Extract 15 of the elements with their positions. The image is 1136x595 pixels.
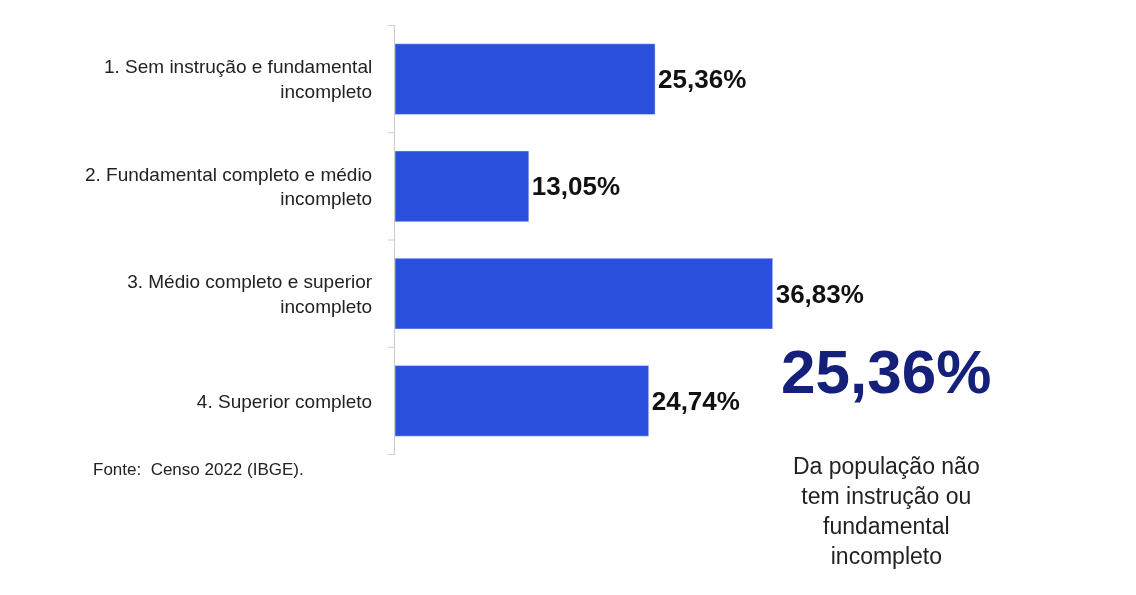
- bar: [395, 43, 656, 115]
- bar: [395, 257, 773, 330]
- data-label: 36,83%: [775, 278, 864, 309]
- y-tick-label: 1. Sem instrução e fundamental incompleto: [103, 56, 373, 103]
- bar: [395, 150, 530, 223]
- y-tick-label: 3. Médio completo e superior incompleto: [127, 270, 373, 317]
- y-tick-label: 4. Superior completo: [196, 390, 373, 412]
- y-tick-label: 2. Fundamental completo e médio incompleto: [84, 163, 373, 210]
- text: 25,36%: [781, 337, 992, 406]
- data-label: 13,05%: [531, 171, 621, 202]
- data-label: 25,36%: [658, 64, 747, 95]
- data-label: 24,74%: [651, 385, 740, 416]
- bar: [395, 365, 649, 437]
- text: Da população não tem instrução ou fundamental incompleto: [793, 453, 980, 569]
- source-note: Fonte: Censo 2022 (IBGE).: [93, 460, 304, 479]
